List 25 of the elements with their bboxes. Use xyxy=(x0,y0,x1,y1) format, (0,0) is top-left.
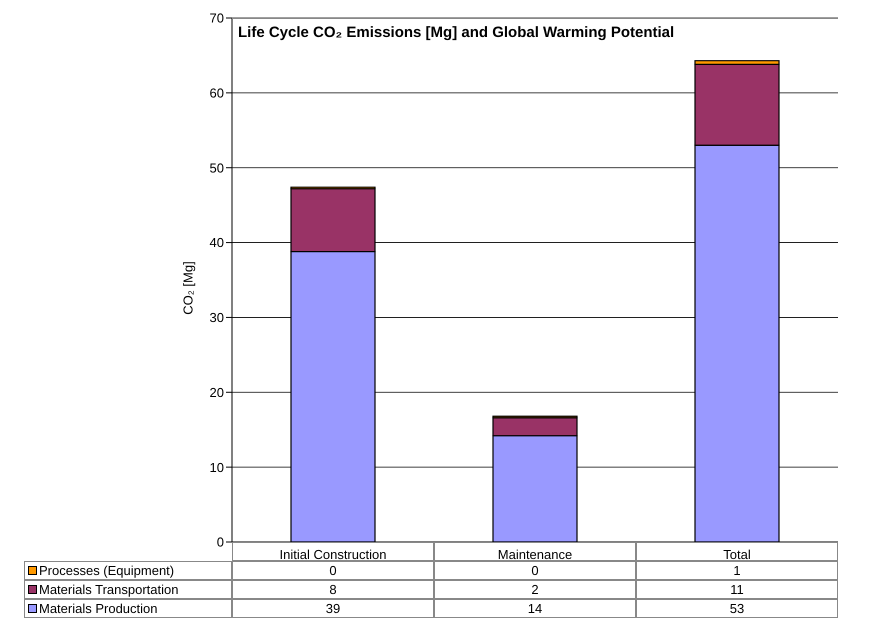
chart-title: Life Cycle CO₂ Emissions [Mg] and Global Warming Potential xyxy=(238,24,674,41)
data-label: 14 xyxy=(434,599,636,618)
data-label: 8 xyxy=(232,580,434,599)
legend-label: Processes (Equipment) xyxy=(24,561,232,580)
data-label: 1 xyxy=(636,561,838,580)
y-tick-label: 40 xyxy=(210,235,224,250)
y-tick-label: 50 xyxy=(210,160,224,176)
data-label: 39 xyxy=(232,599,434,618)
data-label: 0 xyxy=(232,561,434,580)
y-tick-label: 30 xyxy=(210,310,224,326)
y-tick-label: 60 xyxy=(210,85,224,100)
data-label: 11 xyxy=(636,580,838,599)
x-tick-label: Maintenance xyxy=(498,547,572,562)
x-tick-label: Total xyxy=(723,547,751,562)
y-tick-label: 0 xyxy=(216,534,224,550)
y-axis-title: CO₂ [Mg] xyxy=(180,261,196,315)
legend-label: Materials Production xyxy=(24,599,232,618)
data-label: 53 xyxy=(636,599,838,618)
x-tick-label: Initial Construction xyxy=(280,547,386,562)
data-label: 2 xyxy=(434,580,636,599)
y-tick-label: 70 xyxy=(210,10,224,26)
data-label: 0 xyxy=(434,561,636,580)
y-tick-label: 10 xyxy=(210,460,224,475)
legend-label: Materials Transportation xyxy=(24,580,232,599)
y-tick-label: 20 xyxy=(210,384,224,400)
